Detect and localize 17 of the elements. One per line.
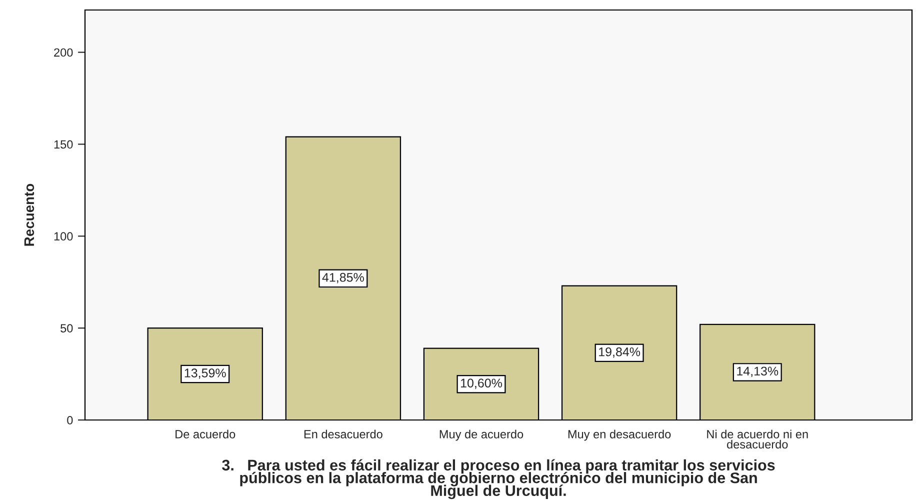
x-axis-title: 3. Para usted es fácil realizar el proceso en línea para tramitar los servicios públicos en la plataforma de gobierno electrónico del municipio de San Miguel de Urcuquí. xyxy=(222,459,775,500)
x-tick-label: Ni de acuerdo ni en desacuerdo xyxy=(707,430,808,449)
annotation: 19,84% xyxy=(599,347,640,358)
x-tick-label: Muy de acuerdo xyxy=(440,430,524,441)
y-tick-label: 150 xyxy=(54,140,73,149)
y-tick-label: 200 xyxy=(54,48,73,57)
y-tick-label: 100 xyxy=(54,232,73,241)
annotation: 14,13% xyxy=(737,366,778,378)
x-tick-label: En desacuerdo xyxy=(304,430,382,438)
x-tick-label: De acuerdo xyxy=(176,430,236,438)
y-tick-label: 50 xyxy=(60,324,73,332)
annotation: 10,60% xyxy=(461,378,502,389)
annotation: 13,59% xyxy=(184,368,226,379)
x-tick-label: Muy en desacuerdo xyxy=(568,430,671,441)
y-tick-label: 0 xyxy=(67,416,73,424)
y-axis-title: Recuento xyxy=(24,184,34,246)
annotation: 41,85% xyxy=(322,272,364,284)
